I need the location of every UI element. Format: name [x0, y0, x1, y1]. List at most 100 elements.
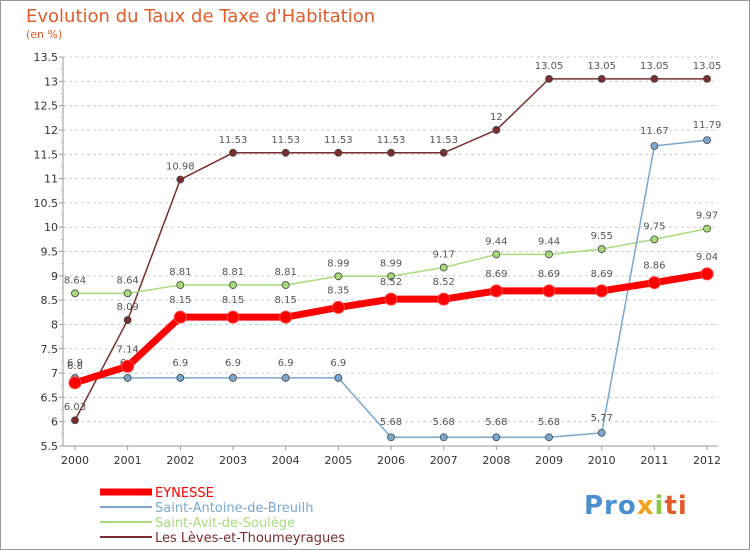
data-label: 8.81	[275, 267, 297, 278]
data-point	[542, 284, 556, 298]
data-label: 8.52	[380, 277, 402, 288]
data-point	[650, 74, 659, 83]
data-point	[279, 310, 293, 324]
data-label: 5.68	[380, 417, 402, 428]
data-point	[597, 245, 606, 253]
legend-label: EYNESSE	[155, 486, 214, 501]
y-tick-label: 13	[44, 75, 58, 88]
data-point	[229, 374, 237, 382]
data-point	[281, 374, 290, 382]
data-point	[226, 310, 240, 324]
data-point	[331, 300, 345, 314]
data-point	[229, 148, 237, 157]
data-label: 9.17	[433, 250, 455, 261]
x-tick-label: 2010	[588, 454, 616, 467]
x-tick-label: 2002	[166, 454, 194, 467]
data-label: 9.04	[696, 252, 718, 263]
data-point	[489, 284, 503, 298]
y-tick-label: 13.5	[34, 51, 59, 64]
data-point	[71, 416, 79, 425]
y-tick-label: 8.5	[41, 294, 59, 307]
data-point	[650, 235, 659, 244]
data-label: 6.9	[278, 358, 294, 369]
data-label: 6.9	[172, 358, 188, 369]
data-label: 13.05	[535, 61, 564, 72]
data-point	[176, 374, 185, 382]
data-label: 7.14	[117, 344, 139, 355]
data-label: 8.86	[643, 261, 665, 272]
data-label: 5.68	[485, 417, 507, 428]
data-label: 12	[490, 112, 503, 123]
chart-title: Evolution du Taux de Taxe d'Habitation	[26, 6, 376, 27]
data-label: 9.97	[696, 211, 718, 222]
data-label: 9.55	[591, 231, 613, 242]
data-label: 11.53	[377, 135, 406, 146]
data-point	[700, 267, 714, 281]
data-point	[597, 74, 606, 83]
data-point	[176, 175, 185, 184]
data-label: 13.05	[693, 61, 722, 72]
data-point	[68, 376, 82, 390]
data-point	[439, 433, 448, 442]
data-point	[281, 281, 290, 289]
y-tick-label: 10.5	[34, 197, 59, 210]
y-tick-label: 11.5	[34, 148, 59, 161]
data-label: 5.68	[433, 417, 455, 428]
data-label: 8.15	[222, 295, 244, 306]
y-tick-label: 6.5	[41, 391, 59, 404]
data-label: 9.44	[538, 236, 560, 247]
chart-subtitle: (en %)	[26, 28, 63, 41]
data-point	[121, 359, 135, 373]
data-label: 11.67	[640, 126, 669, 137]
data-label: 8.15	[275, 295, 297, 306]
data-point	[281, 148, 290, 157]
legend-label: Saint-Antoine-de-Breuilh	[155, 501, 313, 516]
data-point	[545, 250, 553, 259]
x-tick-label: 2011	[640, 454, 668, 467]
series-line	[74, 78, 708, 421]
data-label: 9.75	[643, 221, 665, 232]
x-tick-label: 2001	[114, 454, 142, 467]
data-point	[703, 74, 711, 83]
data-label: 5.77	[591, 413, 613, 424]
y-tick-label: 12	[44, 124, 58, 137]
data-label: 8.09	[117, 302, 139, 313]
x-tick-label: 2000	[61, 454, 89, 467]
data-label: 13.05	[640, 61, 669, 72]
data-point	[334, 374, 343, 382]
data-point	[545, 433, 553, 442]
y-tick-label: 9.5	[41, 246, 59, 259]
legend-label: Les Lèves-et-Thoumeyragues	[155, 531, 345, 546]
data-point	[384, 292, 398, 306]
data-label: 13.05	[587, 61, 616, 72]
data-label: 10.98	[166, 162, 195, 173]
data-point	[71, 289, 79, 298]
legend-label: Saint-Avit-de-Soulège	[155, 516, 295, 531]
data-point	[439, 263, 448, 272]
x-tick-label: 2006	[377, 454, 405, 467]
x-tick-label: 2008	[482, 454, 510, 467]
y-tick-label: 12.5	[34, 100, 59, 113]
y-tick-label: 7.5	[41, 343, 59, 356]
data-label: 6.9	[330, 358, 346, 369]
data-point	[492, 433, 501, 442]
data-label: 11.53	[324, 135, 353, 146]
data-label: 11.53	[429, 135, 458, 146]
data-point	[647, 276, 661, 290]
data-label: 8.15	[169, 295, 191, 306]
data-label: 8.64	[117, 275, 139, 286]
data-point	[439, 148, 448, 157]
x-tick-label: 2005	[324, 454, 352, 467]
x-tick-label: 2007	[430, 454, 458, 467]
data-point	[334, 272, 343, 281]
data-label: 11.53	[271, 135, 300, 146]
data-point	[492, 250, 501, 259]
series-line	[71, 270, 711, 387]
data-point	[387, 272, 395, 281]
y-tick-label: 8	[51, 318, 58, 331]
data-point	[123, 316, 132, 324]
data-point	[595, 284, 609, 298]
x-tick-label: 2003	[219, 454, 247, 467]
y-tick-label: 6	[51, 416, 58, 429]
y-tick-label: 9	[51, 270, 58, 283]
